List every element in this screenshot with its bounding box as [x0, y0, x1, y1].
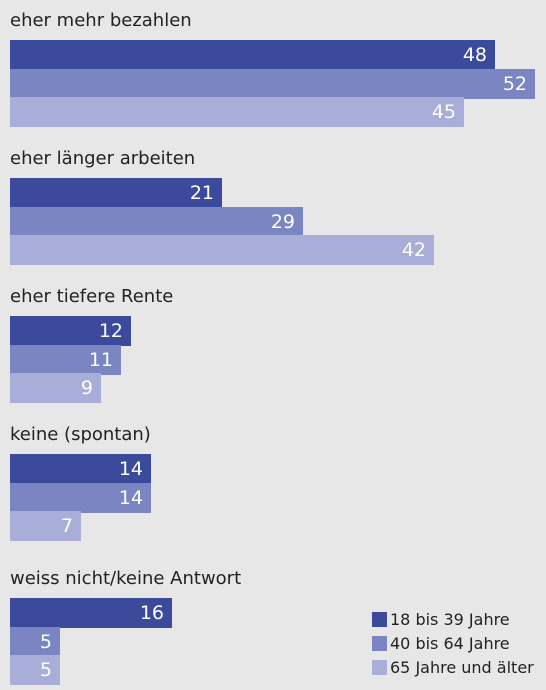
bar-value-label: 14	[118, 458, 143, 480]
legend-label: 40 bis 64 Jahre	[390, 633, 510, 653]
category-label: eher länger arbeiten	[10, 148, 196, 169]
legend-item: 40 bis 64 Jahre	[372, 632, 534, 654]
bar-value-label: 48	[462, 44, 487, 66]
bar-value-label: 14	[118, 486, 143, 509]
bar: 11	[10, 344, 121, 375]
category-label: weiss nicht/keine Antwort	[10, 568, 242, 589]
bar: 12	[10, 316, 131, 346]
bar: 7	[10, 511, 81, 541]
bar-value-label: 29	[270, 210, 295, 233]
legend-label: 18 bis 39 Jahre	[390, 609, 510, 629]
bar: 42	[10, 235, 434, 265]
bar: 45	[10, 97, 464, 127]
bar: 16	[10, 598, 172, 628]
bar-value-label: 5	[39, 659, 52, 681]
category-label: eher tiefere Rente	[10, 286, 174, 307]
legend-swatch	[372, 635, 387, 651]
bar-value-label: 12	[98, 320, 123, 342]
bar: 29	[10, 206, 303, 237]
bar-value-label: 52	[502, 72, 527, 95]
bar: 9	[10, 373, 101, 403]
legend-item: 65 Jahre und älter	[372, 656, 534, 678]
bar: 14	[10, 454, 151, 484]
bar-value-label: 45	[431, 101, 456, 123]
bar-value-label: 21	[189, 182, 214, 204]
bar-value-label: 9	[80, 377, 93, 399]
bar: 14	[10, 482, 151, 513]
legend-swatch	[372, 659, 387, 675]
category-label: eher mehr bezahlen	[10, 10, 192, 31]
bar: 5	[10, 655, 60, 685]
legend-item: 18 bis 39 Jahre	[372, 608, 534, 630]
bar-value-label: 7	[60, 515, 73, 537]
bar: 48	[10, 40, 495, 70]
category-label: keine (spontan)	[10, 424, 151, 445]
bar-value-label: 16	[139, 602, 164, 624]
bar-value-label: 5	[39, 630, 52, 653]
legend: 18 bis 39 Jahre 40 bis 64 Jahre 65 Jahre u…	[372, 608, 534, 680]
bar: 5	[10, 626, 60, 657]
bar-value-label: 11	[88, 348, 113, 371]
bar: 52	[10, 68, 535, 99]
bar: 21	[10, 178, 222, 208]
legend-swatch	[372, 611, 387, 627]
legend-label: 65 Jahre und älter	[390, 657, 534, 677]
bar-value-label: 42	[401, 239, 426, 261]
